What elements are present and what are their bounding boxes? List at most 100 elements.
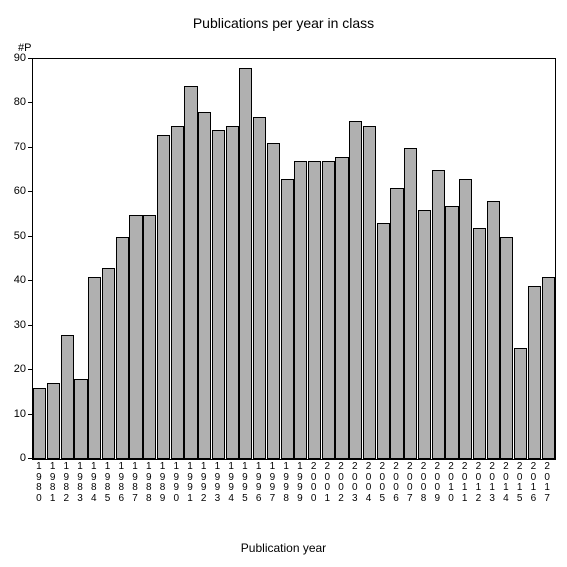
bar — [212, 130, 225, 459]
bar — [390, 188, 403, 459]
y-tick-label: 10 — [14, 408, 26, 420]
bar — [198, 112, 211, 459]
y-tick-mark — [28, 280, 32, 281]
y-tick-mark — [28, 191, 32, 192]
x-tick-label: 1 9 9 2 — [199, 462, 209, 504]
bar — [500, 237, 513, 459]
x-tick-label: 1 9 9 0 — [171, 462, 181, 504]
y-tick-label: 70 — [14, 141, 26, 153]
x-tick-label: 1 9 9 6 — [254, 462, 264, 504]
bar — [88, 277, 101, 459]
x-tick-label: 1 9 8 5 — [103, 462, 113, 504]
x-tick-label: 1 9 8 2 — [61, 462, 71, 504]
bar — [116, 237, 129, 459]
bar — [308, 161, 321, 459]
x-tick-label: 2 0 1 7 — [542, 462, 552, 504]
bar — [542, 277, 555, 459]
x-tick-label: 2 0 1 0 — [446, 462, 456, 504]
bar — [267, 143, 280, 459]
x-tick-label: 1 9 8 0 — [34, 462, 44, 504]
y-tick-label: 0 — [20, 452, 26, 464]
bar — [418, 210, 431, 459]
x-tick-label: 1 9 8 1 — [48, 462, 58, 504]
bar — [528, 286, 541, 459]
x-tick-label: 1 9 8 3 — [75, 462, 85, 504]
bar — [253, 117, 266, 459]
x-tick-label: 1 9 8 7 — [130, 462, 140, 504]
y-tick-mark — [28, 325, 32, 326]
bar — [322, 161, 335, 459]
bar — [363, 126, 376, 459]
x-tick-label: 2 0 0 8 — [419, 462, 429, 504]
y-tick-mark — [28, 58, 32, 59]
y-tick-mark — [28, 147, 32, 148]
x-tick-label: 2 0 1 6 — [528, 462, 538, 504]
x-tick-label: 2 0 0 9 — [432, 462, 442, 504]
plot-area — [32, 58, 556, 460]
x-tick-label: 1 9 8 4 — [89, 462, 99, 504]
x-tick-label: 1 9 9 5 — [240, 462, 250, 504]
x-tick-label: 1 9 9 7 — [267, 462, 277, 504]
bar — [459, 179, 472, 459]
x-tick-label: 1 9 9 8 — [281, 462, 291, 504]
y-tick-mark — [28, 369, 32, 370]
x-tick-label: 2 0 1 1 — [460, 462, 470, 504]
bar — [171, 126, 184, 459]
x-tick-label: 2 0 0 7 — [405, 462, 415, 504]
bar — [281, 179, 294, 459]
y-tick-label: 90 — [14, 52, 26, 64]
x-tick-label: 1 9 8 6 — [116, 462, 126, 504]
y-tick-label: 40 — [14, 274, 26, 286]
bar — [129, 215, 142, 459]
x-tick-label: 2 0 0 4 — [364, 462, 374, 504]
bar — [377, 223, 390, 459]
chart-title: Publications per year in class — [0, 15, 567, 31]
bar — [184, 86, 197, 459]
x-tick-label: 1 9 8 9 — [158, 462, 168, 504]
bar — [487, 201, 500, 459]
x-tick-label: 1 9 9 3 — [212, 462, 222, 504]
x-tick-label: 2 0 0 1 — [322, 462, 332, 504]
bar — [143, 215, 156, 459]
bar — [514, 348, 527, 459]
bar — [239, 68, 252, 459]
y-tick-label: 30 — [14, 319, 26, 331]
bar — [157, 135, 170, 459]
y-tick-label: 60 — [14, 185, 26, 197]
x-tick-label: 2 0 0 5 — [377, 462, 387, 504]
bar — [226, 126, 239, 459]
y-tick-label: 80 — [14, 96, 26, 108]
x-tick-label: 2 0 1 2 — [473, 462, 483, 504]
x-tick-label: 2 0 1 5 — [515, 462, 525, 504]
bar — [335, 157, 348, 459]
y-tick-mark — [28, 414, 32, 415]
bar — [61, 335, 74, 459]
x-axis-title: Publication year — [0, 541, 567, 555]
x-tick-label: 2 0 0 0 — [309, 462, 319, 504]
bar — [349, 121, 362, 459]
x-tick-label: 1 9 9 9 — [295, 462, 305, 504]
bar — [294, 161, 307, 459]
y-tick-mark — [28, 458, 32, 459]
bar — [445, 206, 458, 459]
y-tick-mark — [28, 236, 32, 237]
x-tick-label: 2 0 1 3 — [487, 462, 497, 504]
publications-bar-chart: Publications per year in class #P 010203… — [0, 0, 567, 567]
y-tick-label: 50 — [14, 230, 26, 242]
x-tick-label: 1 9 9 1 — [185, 462, 195, 504]
bar — [404, 148, 417, 459]
bar — [33, 388, 46, 459]
bar — [102, 268, 115, 459]
y-tick-label: 20 — [14, 363, 26, 375]
x-tick-label: 2 0 0 6 — [391, 462, 401, 504]
x-tick-label: 2 0 1 4 — [501, 462, 511, 504]
y-tick-mark — [28, 102, 32, 103]
x-tick-label: 2 0 0 2 — [336, 462, 346, 504]
bar — [473, 228, 486, 459]
x-tick-label: 1 9 9 4 — [226, 462, 236, 504]
bar — [432, 170, 445, 459]
x-tick-label: 1 9 8 8 — [144, 462, 154, 504]
bar — [74, 379, 87, 459]
bar — [47, 383, 60, 459]
x-tick-label: 2 0 0 3 — [350, 462, 360, 504]
